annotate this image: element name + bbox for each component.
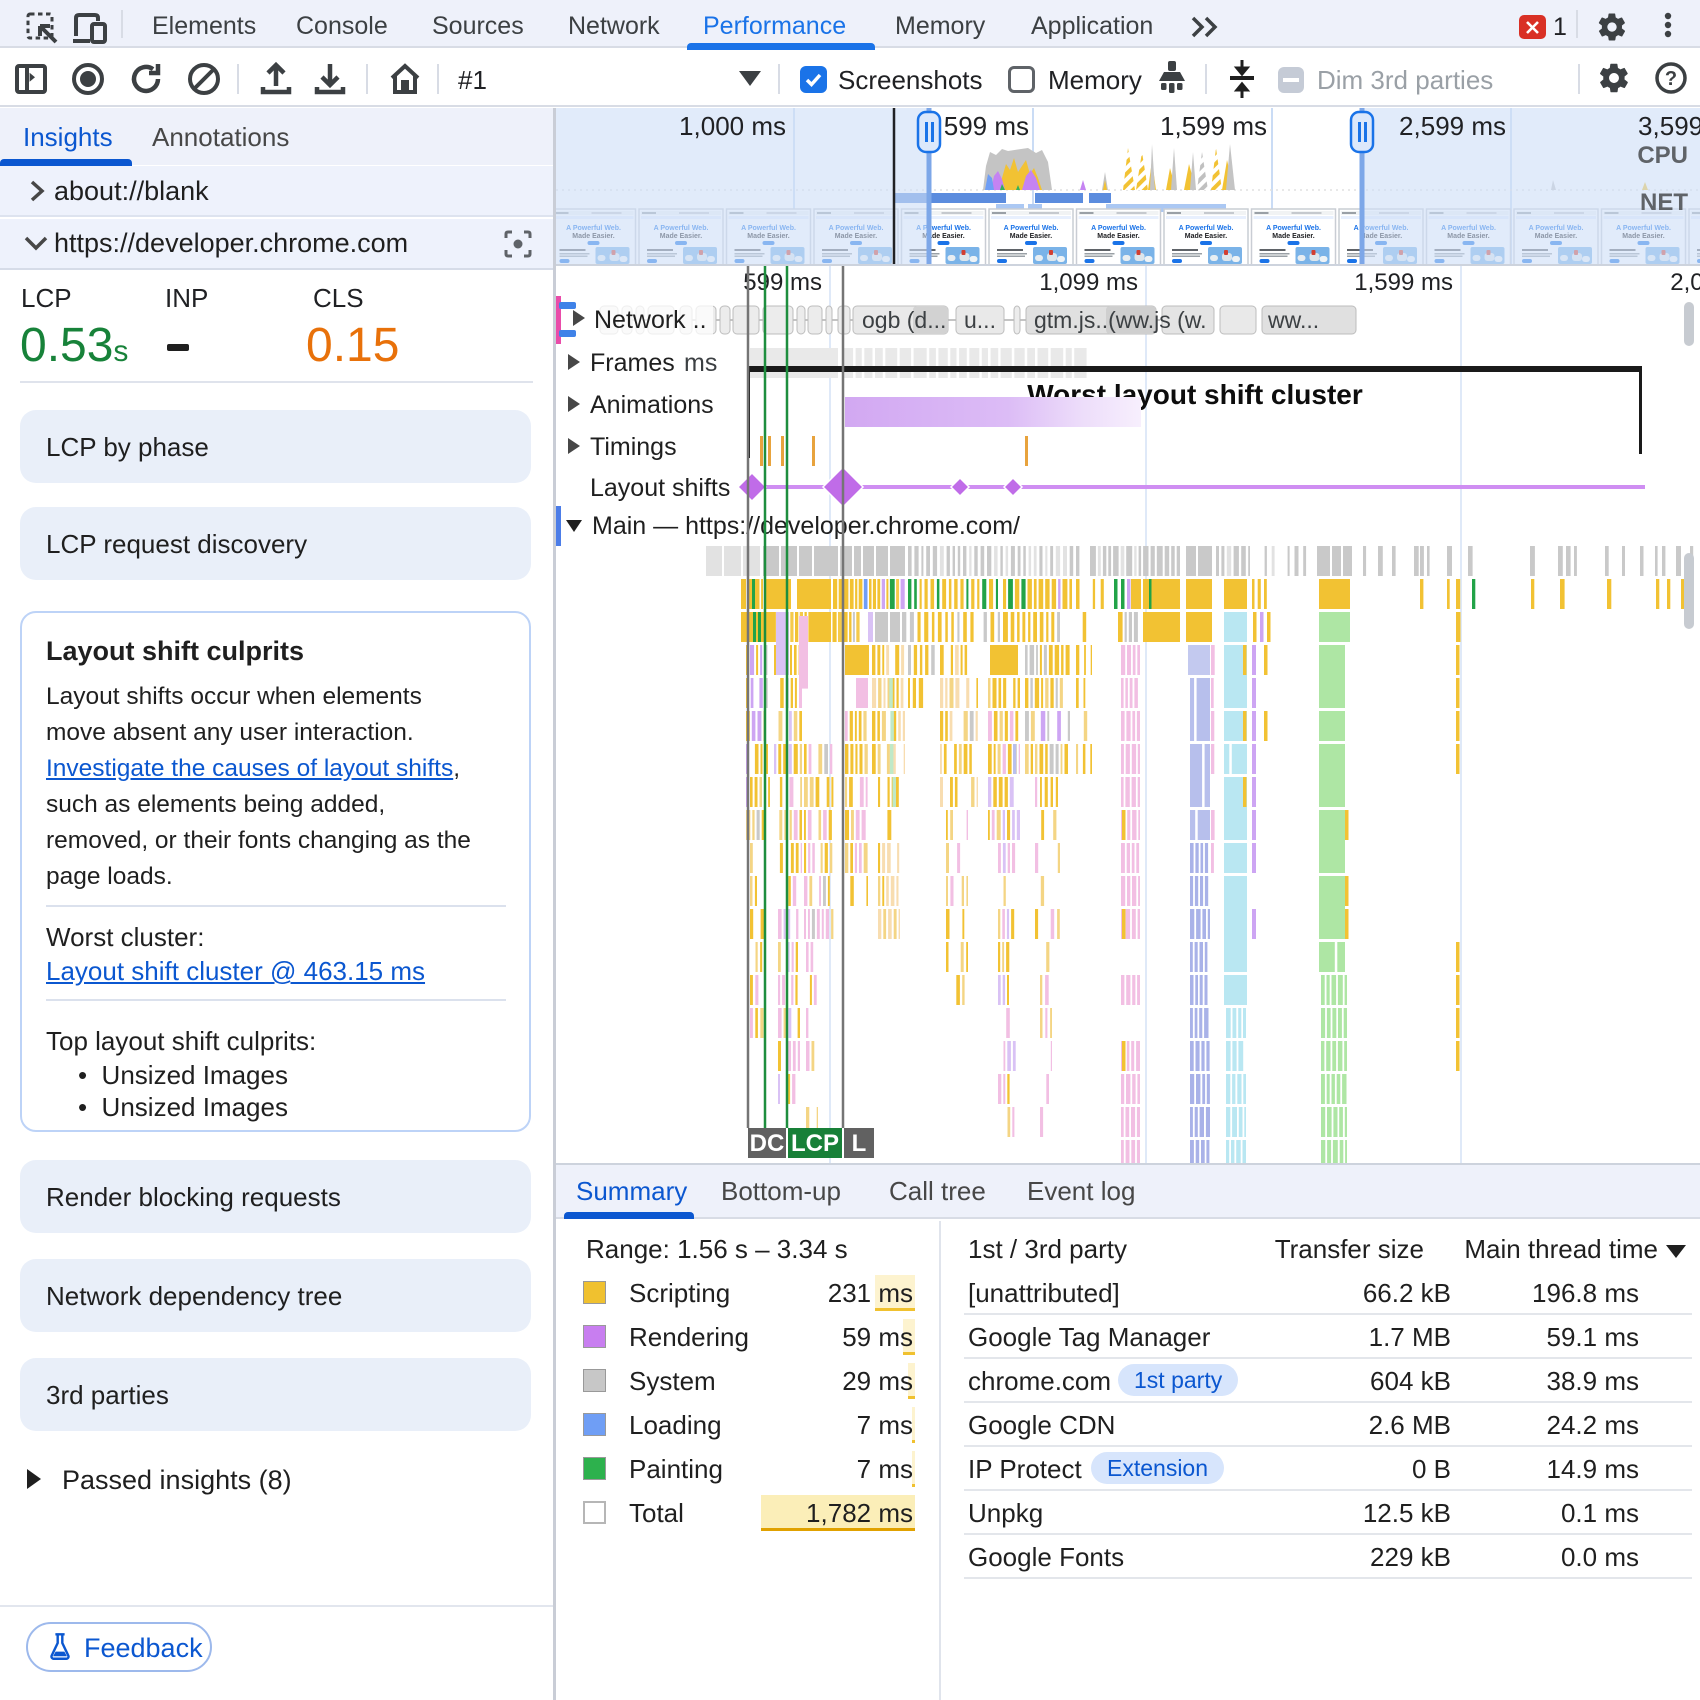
svg-text:1,599 ms: 1,599 ms — [1354, 269, 1453, 296]
svg-text:A Powerful Web.: A Powerful Web. — [1004, 225, 1059, 232]
svg-text:Made Easier.: Made Easier. — [1185, 233, 1227, 240]
svg-text:A Powerful Web.: A Powerful Web. — [1266, 225, 1321, 232]
svg-text:Made Easier.: Made Easier. — [1272, 233, 1314, 240]
svg-text:DC: DC — [750, 1130, 785, 1157]
svg-text:Main — https://developer.chrom: Main — https://developer.chrome.com/ — [592, 512, 1020, 540]
svg-text:A Powerful Web.: A Powerful Web. — [916, 225, 971, 232]
svg-text:599 ms: 599 ms — [743, 269, 822, 296]
svg-text:LCP: LCP — [791, 1130, 839, 1157]
svg-text:L: L — [852, 1130, 867, 1157]
svg-text:NET: NET — [1640, 189, 1688, 216]
svg-text:Made Easier.: Made Easier. — [1010, 233, 1052, 240]
svg-text:ww...: ww... — [1267, 307, 1319, 333]
svg-text:Made Easier.: Made Easier. — [922, 233, 964, 240]
svg-text:1,599 ms: 1,599 ms — [1160, 111, 1267, 141]
svg-text:Made Easier.: Made Easier. — [1097, 233, 1139, 240]
svg-text:Animations: Animations — [590, 391, 714, 419]
svg-text:A Powerful Web.: A Powerful Web. — [1091, 225, 1146, 232]
svg-text:Timings: Timings — [590, 433, 677, 461]
svg-text:gtm.js..(ww.js (w.: gtm.js..(ww.js (w. — [1034, 307, 1207, 333]
svg-text:2,599 ms: 2,599 ms — [1399, 111, 1506, 141]
svg-text:599 ms: 599 ms — [944, 111, 1029, 141]
svg-text:u...: u... — [964, 307, 996, 333]
svg-text:CPU: CPU — [1637, 142, 1688, 169]
svg-text:1,099 ms: 1,099 ms — [1039, 269, 1138, 296]
svg-text:ms: ms — [684, 349, 717, 377]
svg-text:Frames: Frames — [590, 349, 675, 377]
svg-text:3,599 ms: 3,599 ms — [1638, 111, 1700, 141]
svg-text:2,099 ms: 2,099 ms — [1670, 269, 1700, 296]
svg-text:Layout shifts: Layout shifts — [590, 474, 730, 502]
svg-text:A Powerful Web.: A Powerful Web. — [1179, 225, 1234, 232]
svg-text:?: ? — [1665, 68, 1677, 90]
svg-text:Network ..: Network .. — [594, 306, 707, 334]
svg-text:ogb (d...: ogb (d... — [862, 307, 946, 333]
svg-text:1,000 ms: 1,000 ms — [679, 111, 786, 141]
